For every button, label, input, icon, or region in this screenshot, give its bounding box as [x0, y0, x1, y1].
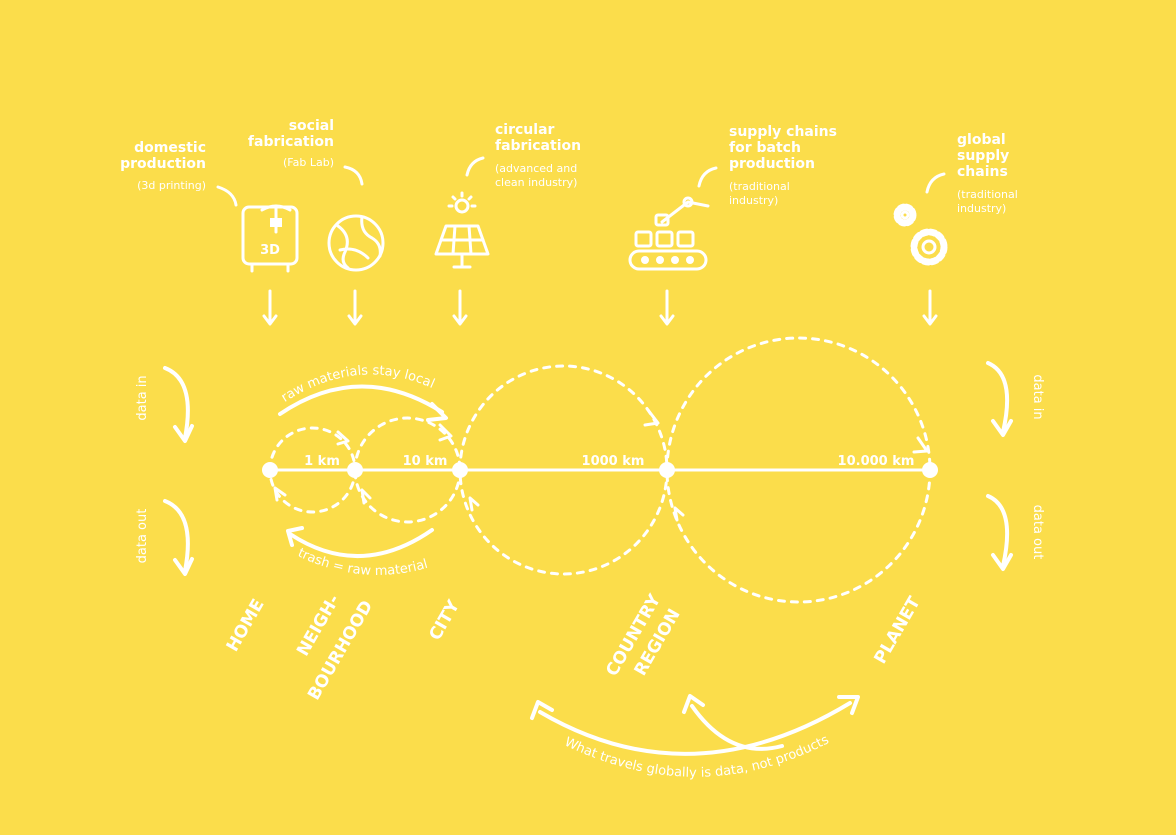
gears-icon — [893, 203, 948, 266]
data-in-label: data in — [1030, 374, 1045, 419]
producer-subtitle: (advanced and — [495, 162, 577, 175]
producer-subtitle: (3d printing) — [137, 179, 206, 192]
producer-title: global — [957, 132, 1006, 148]
producer-title: production — [120, 156, 206, 172]
circle-chevrons — [273, 408, 929, 522]
curl-arrow-icon — [986, 494, 1010, 568]
circle-neighbourhood-bottom — [353, 468, 462, 524]
scale-nodes — [262, 462, 938, 478]
producer-domestic: domestic production (3d printing) — [120, 140, 238, 207]
producer-title: chains — [957, 164, 1008, 180]
trash-flow: trash = raw material — [286, 526, 434, 579]
distance-label: 10 km — [403, 454, 448, 469]
data-in-label: data in — [135, 375, 150, 420]
leader-line — [343, 165, 364, 186]
distance-label: 1 km — [304, 454, 340, 469]
curl-arrow-icon — [986, 361, 1010, 434]
data-flow-arrows — [163, 361, 1013, 576]
producer-subtitle: (traditional — [957, 188, 1018, 201]
global-data-flow: What travels globally is data, not produ… — [530, 694, 860, 781]
distance-label: 1000 km — [582, 454, 645, 469]
producer-social: social fabrication (Fab Lab) — [248, 118, 364, 186]
level-label-planet: PLANET — [871, 593, 925, 667]
solar-panel-icon — [434, 191, 490, 269]
data-out-label: data out — [1030, 505, 1045, 560]
level-label-home: HOME — [223, 596, 269, 656]
trash-label: trash = raw material — [295, 546, 429, 579]
distance-labels: 1 km 10 km 1000 km 10.000 km — [304, 454, 914, 469]
robot-arm-conveyor-icon — [628, 196, 710, 271]
leader-line — [216, 185, 238, 207]
node-home — [262, 462, 278, 478]
node-country — [659, 462, 675, 478]
circle-home-top — [268, 426, 357, 472]
producer-title: domestic — [134, 140, 206, 156]
level-labels: HOME NEIGH- BOURHOOD CITY COUNTRY REGION… — [223, 590, 925, 703]
distance-label: 10.000 km — [838, 454, 915, 469]
producer-subtitle: clean industry) — [495, 176, 577, 189]
circle-country-top — [665, 336, 932, 472]
circle-neighbourhood-top — [353, 416, 462, 472]
node-planet — [922, 462, 938, 478]
fab-lab-globe-icon — [327, 214, 385, 272]
3d-label: 3D — [260, 243, 280, 258]
producer-subtitle: (Fab Lab) — [283, 156, 334, 169]
curl-arrow-icon — [163, 499, 190, 573]
circle-country-bottom — [665, 468, 932, 604]
down-arrows — [262, 289, 938, 326]
producer-subtitle: (traditional — [729, 180, 790, 193]
producer-title: for batch — [729, 140, 801, 156]
raw-materials-flow: raw materials stay local — [278, 363, 448, 422]
producer-title: production — [729, 156, 815, 172]
producer-batch: supply chains for batch production (trad… — [697, 124, 837, 207]
3d-printer-icon: 3D — [241, 204, 299, 273]
leader-line — [465, 156, 485, 177]
producer-title: fabrication — [495, 138, 581, 154]
level-label-city: CITY — [425, 596, 464, 644]
producer-title: fabrication — [248, 134, 334, 150]
data-out-label: data out — [135, 509, 150, 564]
producer-title: supply — [957, 148, 1009, 164]
producer-title: social — [289, 118, 334, 134]
producer-circular: circular fabrication (advanced and clean… — [465, 122, 581, 189]
node-neighbourhood — [347, 462, 363, 478]
producer-global: global supply chains (traditional indust… — [925, 132, 1018, 215]
producer-subtitle: industry) — [957, 202, 1006, 215]
leader-line — [697, 166, 718, 188]
producer-subtitle: industry) — [729, 194, 778, 207]
node-city — [452, 462, 468, 478]
circle-home-bottom — [268, 468, 357, 514]
circle-city-bottom — [458, 468, 669, 576]
data-flow-labels: data in data out data in data out — [135, 374, 1045, 563]
producer-title: circular — [495, 122, 555, 138]
curl-arrow-icon — [163, 366, 190, 440]
producer-title: supply chains — [729, 124, 837, 140]
leader-line — [925, 172, 946, 194]
